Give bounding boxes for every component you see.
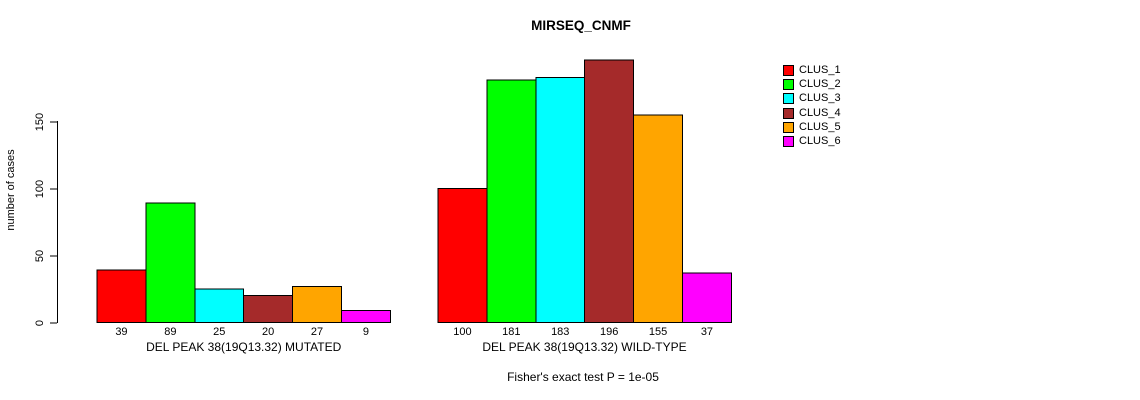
- legend-item-clus_6: CLUS_6: [783, 135, 841, 149]
- legend-label: CLUS_1: [799, 63, 841, 76]
- legend-item-clus_3: CLUS_3: [783, 92, 841, 106]
- y-tick-label: 100: [34, 179, 46, 198]
- chart-title: MIRSEQ_CNMF: [531, 18, 631, 33]
- bar-value-label: 183: [551, 326, 570, 338]
- bar-value-label: 196: [599, 326, 619, 338]
- legend-label: CLUS_6: [799, 135, 841, 148]
- legend-item-clus_5: CLUS_5: [783, 120, 841, 134]
- bar-value-label: 89: [164, 326, 177, 338]
- bar-value-label: 25: [213, 326, 226, 338]
- bar-value-label: 27: [310, 326, 324, 338]
- legend-item-clus_1: CLUS_1: [783, 63, 841, 77]
- bar-value-label: 9: [362, 326, 369, 338]
- y-tick-label: 150: [34, 112, 46, 131]
- legend-label: CLUS_5: [799, 120, 841, 133]
- legend-item-clus_2: CLUS_2: [783, 77, 841, 91]
- bar-value-label: 39: [115, 326, 128, 338]
- fisher-test-note: Fisher's exact test P = 1e-05: [507, 370, 659, 384]
- legend-swatch-icon: [783, 136, 794, 148]
- bar-clus_3-group1: [194, 288, 245, 323]
- legend-label: CLUS_3: [799, 92, 841, 105]
- legend-item-clus_4: CLUS_4: [783, 106, 841, 120]
- bar-value-label: 100: [453, 326, 472, 338]
- legend-label: CLUS_4: [799, 106, 841, 119]
- legend-swatch-icon: [783, 107, 794, 119]
- bar-clus_3-group2: [535, 76, 586, 323]
- bar-value-label: 20: [262, 326, 275, 338]
- legend: CLUS_1 CLUS_2 CLUS_3 CLUS_4 CLUS_5 CLUS_6: [783, 63, 841, 149]
- bar-value-label: 181: [502, 326, 521, 338]
- y-tick-label: 0: [34, 319, 46, 326]
- bar-clus_1-group2: [437, 188, 488, 323]
- bar-clus_2-group1: [145, 202, 196, 324]
- bar-clus_2-group2: [486, 79, 537, 323]
- x-group-label-wild-type: DEL PEAK 38(19Q13.32) WILD-TYPE: [482, 340, 687, 354]
- legend-swatch-icon: [783, 78, 794, 90]
- bar-clus_6-group2: [682, 272, 732, 324]
- y-axis-label: number of cases: [5, 149, 17, 231]
- bar-clus_6-group1: [341, 309, 391, 324]
- bar-clus_1-group1: [96, 269, 147, 323]
- bar-clus_5-group1: [292, 285, 343, 324]
- x-group-label-mutated: DEL PEAK 38(19Q13.32) MUTATED: [146, 340, 342, 354]
- legend-swatch-icon: [783, 64, 794, 76]
- bar-value-label: 155: [648, 326, 668, 338]
- bar-clus_5-group2: [633, 114, 683, 323]
- legend-label: CLUS_2: [799, 77, 841, 90]
- bar-clus_4-group2: [584, 59, 635, 324]
- legend-swatch-icon: [783, 121, 794, 133]
- y-tick-label: 50: [34, 249, 46, 262]
- bar-value-label: 37: [700, 326, 714, 338]
- bar-clus_4-group1: [243, 295, 294, 324]
- legend-swatch-icon: [783, 93, 794, 105]
